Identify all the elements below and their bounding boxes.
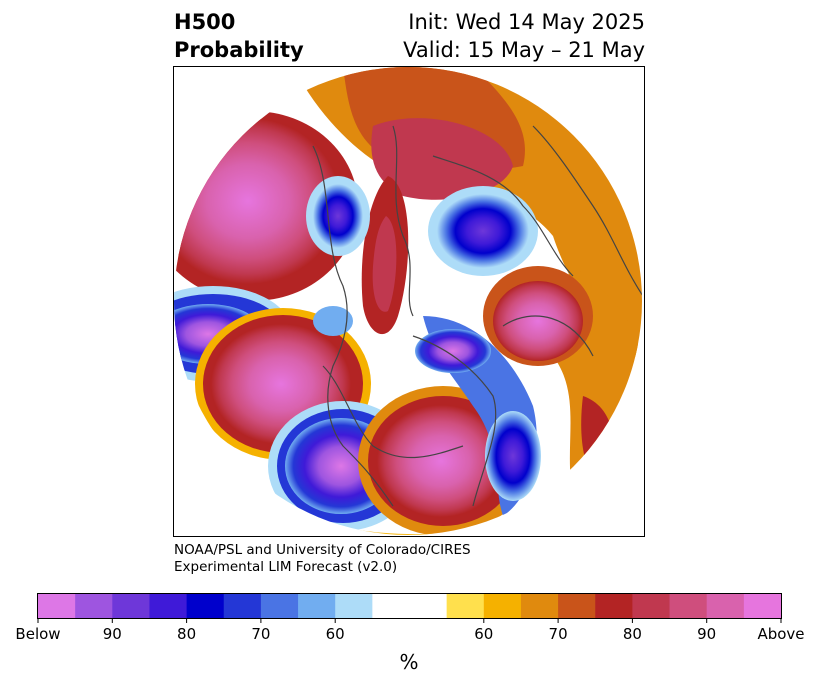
colorbar-swatch [669, 594, 708, 618]
colorbar-swatch [558, 594, 596, 618]
colorbar-tick-label: Above [757, 625, 804, 643]
colorbar-swatch [483, 594, 522, 618]
colorbar-ticks: Below 90 80 70 60 60 70 80 90 Above [15, 618, 805, 643]
title-line-2: Probability [174, 38, 304, 62]
colorbar-swatch [186, 594, 225, 618]
colorbar-swatch [298, 594, 336, 618]
init-date: Init: Wed 14 May 2025 [408, 10, 645, 34]
credit-line-2: Experimental LIM Forecast (v2.0) [174, 559, 398, 575]
credit-line-1: NOAA/PSL and University of Colorado/CIRE… [174, 542, 471, 558]
colorbar-swatches [38, 594, 782, 618]
colorbar-swatch [38, 594, 76, 618]
colorbar-tick-label: 60 [474, 625, 493, 643]
forecast-dates: Init: Wed 14 May 2025 Valid: 15 May – 21… [403, 8, 645, 64]
map-title: H500 Probability [174, 8, 304, 64]
colorbar-tick-label: 60 [326, 625, 345, 643]
colorbar-tick-label: 80 [623, 625, 642, 643]
title-line-1: H500 [174, 10, 236, 34]
colorbar-tick-label: 90 [103, 625, 122, 643]
colorbar-swatch [75, 594, 113, 618]
valid-date: Valid: 15 May – 21 May [403, 38, 645, 62]
colorbar-tick-label: 90 [697, 625, 716, 643]
colorbar-swatch [112, 594, 151, 618]
colorbar-swatch [372, 594, 411, 618]
map-frame [173, 66, 645, 537]
colorbar-unit-label: % [399, 650, 418, 674]
colorbar-swatch [335, 594, 373, 618]
colorbar: Below 90 80 70 60 60 70 80 90 Above % [15, 593, 805, 674]
colorbar-swatch [223, 594, 262, 618]
colorbar-tick-label: Below [15, 625, 60, 643]
credit-text: NOAA/PSL and University of Colorado/CIRE… [174, 542, 471, 576]
colorbar-swatch [409, 594, 448, 618]
polar-stereographic-map [173, 66, 645, 537]
colorbar-tick-label: 70 [549, 625, 568, 643]
colorbar-swatch [260, 594, 299, 618]
colorbar-tick-label: 80 [177, 625, 196, 643]
colorbar-swatch [743, 594, 782, 618]
colorbar-swatch [520, 594, 559, 618]
colorbar-swatch [149, 594, 188, 618]
colorbar-swatch [632, 594, 671, 618]
colorbar-swatch [706, 594, 745, 618]
coastlines [312, 125, 642, 507]
colorbar-swatch [595, 594, 633, 618]
colorbar-tick-label: 70 [251, 625, 270, 643]
colorbar-swatch [446, 594, 485, 618]
colorbar-frame [37, 593, 782, 619]
